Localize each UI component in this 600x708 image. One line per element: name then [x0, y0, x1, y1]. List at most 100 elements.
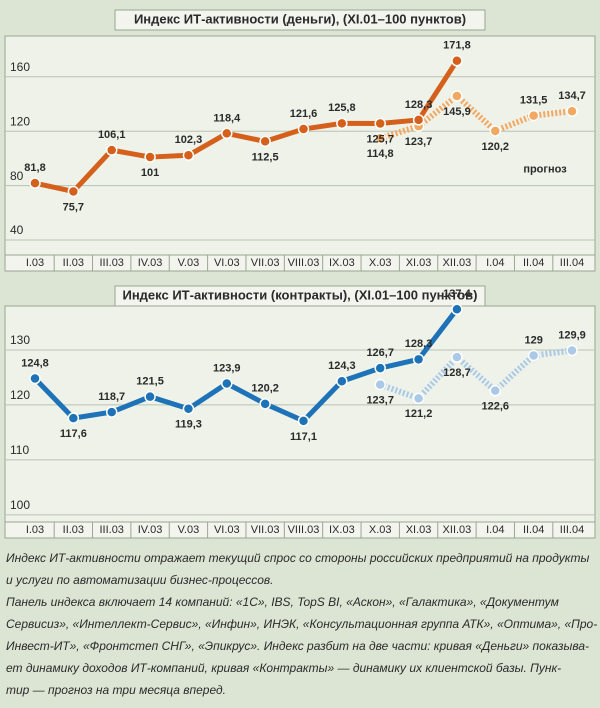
x-tick-label: IV.03: [138, 524, 163, 536]
value-label: 124,8: [21, 357, 49, 369]
plot-area: [4, 35, 596, 256]
data-point: [489, 384, 502, 397]
caption-line: Сервисиз», «Интеллект-Сервис», «Инфин», …: [6, 617, 597, 631]
forecast-line: [379, 92, 573, 142]
value-label: 121,6: [290, 108, 318, 120]
value-label: 123,9: [213, 362, 241, 374]
value-label: 118,7: [98, 391, 125, 403]
value-label: 118,4: [213, 112, 241, 124]
value-label: 129: [524, 334, 542, 346]
title-box: [114, 9, 486, 31]
value-label: 124,3: [328, 360, 356, 372]
x-tick-label: II.03: [63, 524, 84, 536]
value-label: 125,8: [328, 102, 356, 114]
value-label: 101: [141, 167, 159, 179]
x-tick-label: VII.03: [251, 524, 280, 536]
x-tick-label: IX.03: [329, 257, 355, 269]
data-point: [336, 375, 348, 388]
data-point: [297, 415, 310, 427]
value-label: 121,2: [405, 408, 433, 420]
value-label: 117,6: [60, 428, 87, 440]
x-tick-label: X.03: [369, 257, 392, 269]
data-point: [105, 406, 118, 418]
data-point: [489, 125, 502, 137]
x-tick-label: VI.03: [214, 257, 240, 269]
data-point: [182, 149, 195, 162]
data-point: [29, 372, 41, 385]
y-tick-label: 110: [10, 443, 29, 457]
data-point: [221, 127, 233, 140]
x-tick-label: XII.03: [443, 524, 472, 536]
data-point: [527, 349, 540, 362]
value-label: 125,7: [366, 133, 394, 145]
x-tick-label: III.04: [560, 524, 584, 536]
data-point: [221, 377, 233, 390]
data-point: [527, 109, 540, 122]
value-label: 137,4: [443, 288, 471, 300]
data-point: [451, 55, 463, 67]
value-label: 131,5: [520, 94, 548, 106]
data-point: [451, 303, 463, 316]
value-label: 120,2: [482, 141, 510, 153]
data-point: [336, 117, 348, 130]
index-line: [33, 307, 459, 424]
x-tick-label: II.04: [523, 524, 544, 536]
x-tick-label: III.04: [560, 257, 584, 269]
forecast-line: [379, 347, 573, 402]
y-tick-label: 120: [10, 114, 30, 128]
x-tick-label: I.04: [486, 524, 504, 536]
data-point: [374, 117, 386, 130]
y-tick-label: 40: [10, 223, 24, 237]
value-label: 119,3: [175, 419, 202, 431]
value-label: 145,9: [443, 106, 471, 118]
data-point: [374, 378, 386, 391]
x-tick-label: I.04: [486, 257, 504, 269]
value-label: 120,2: [251, 383, 279, 395]
index-line: [34, 59, 460, 194]
x-tick-label: II.04: [523, 257, 544, 269]
data-point: [566, 105, 578, 117]
value-label: 171,8: [443, 40, 471, 52]
value-label: 129,9: [558, 329, 586, 341]
x-tick-label: XII.03: [443, 257, 472, 269]
caption-line: и услуги по автоматизации бизнес-процесс…: [6, 573, 274, 587]
x-tick-label: V.03: [178, 524, 200, 536]
x-tick-label: XI.03: [406, 257, 432, 269]
data-point: [566, 344, 578, 357]
x-axis-band: [4, 521, 596, 539]
y-tick-label: 130: [10, 333, 30, 347]
y-tick-label: 120: [10, 388, 30, 402]
caption-line: Индекс ИТ-активности отражает текущий сп…: [6, 551, 590, 565]
y-tick-label: 80: [10, 169, 24, 183]
value-label: 122,6: [482, 401, 510, 413]
x-tick-label: VI.03: [214, 524, 240, 536]
value-label: 126,7: [366, 347, 394, 359]
value-label: 123,7: [405, 136, 433, 148]
x-axis-band: [4, 254, 596, 272]
y-tick-label: 100: [10, 498, 30, 512]
value-label: 123,7: [366, 395, 394, 407]
data-point: [259, 398, 271, 410]
x-tick-label: I.03: [26, 524, 44, 536]
x-tick-label: V.03: [178, 257, 200, 269]
data-point: [412, 392, 425, 405]
value-label: 106,1: [98, 129, 126, 141]
caption-line: Инвест-ИТ», «Фронтстеп СНГ», «Эпикрус». …: [6, 639, 589, 653]
value-label: 81,8: [24, 162, 45, 174]
data-point: [259, 135, 271, 148]
data-point: [105, 144, 118, 156]
data-point: [144, 390, 156, 403]
value-label: 114,8: [367, 148, 394, 160]
x-tick-label: VIII.03: [288, 257, 320, 269]
value-label: 128,7: [443, 367, 471, 379]
x-tick-label: VIII.03: [288, 524, 320, 536]
x-tick-label: III.03: [99, 257, 123, 269]
x-tick-label: II.03: [63, 257, 84, 269]
caption-line: ет динамику доходов ИТ-компаний, кривая …: [6, 661, 561, 675]
y-tick-label: 160: [10, 60, 30, 74]
x-tick-label: IV.03: [138, 257, 163, 269]
x-tick-label: I.03: [26, 257, 44, 269]
caption-line: тир — прогноз на три месяца вперед.: [6, 683, 226, 697]
chart-title: Индекс ИТ-активности (деньги), (XI.01–10…: [134, 11, 466, 26]
